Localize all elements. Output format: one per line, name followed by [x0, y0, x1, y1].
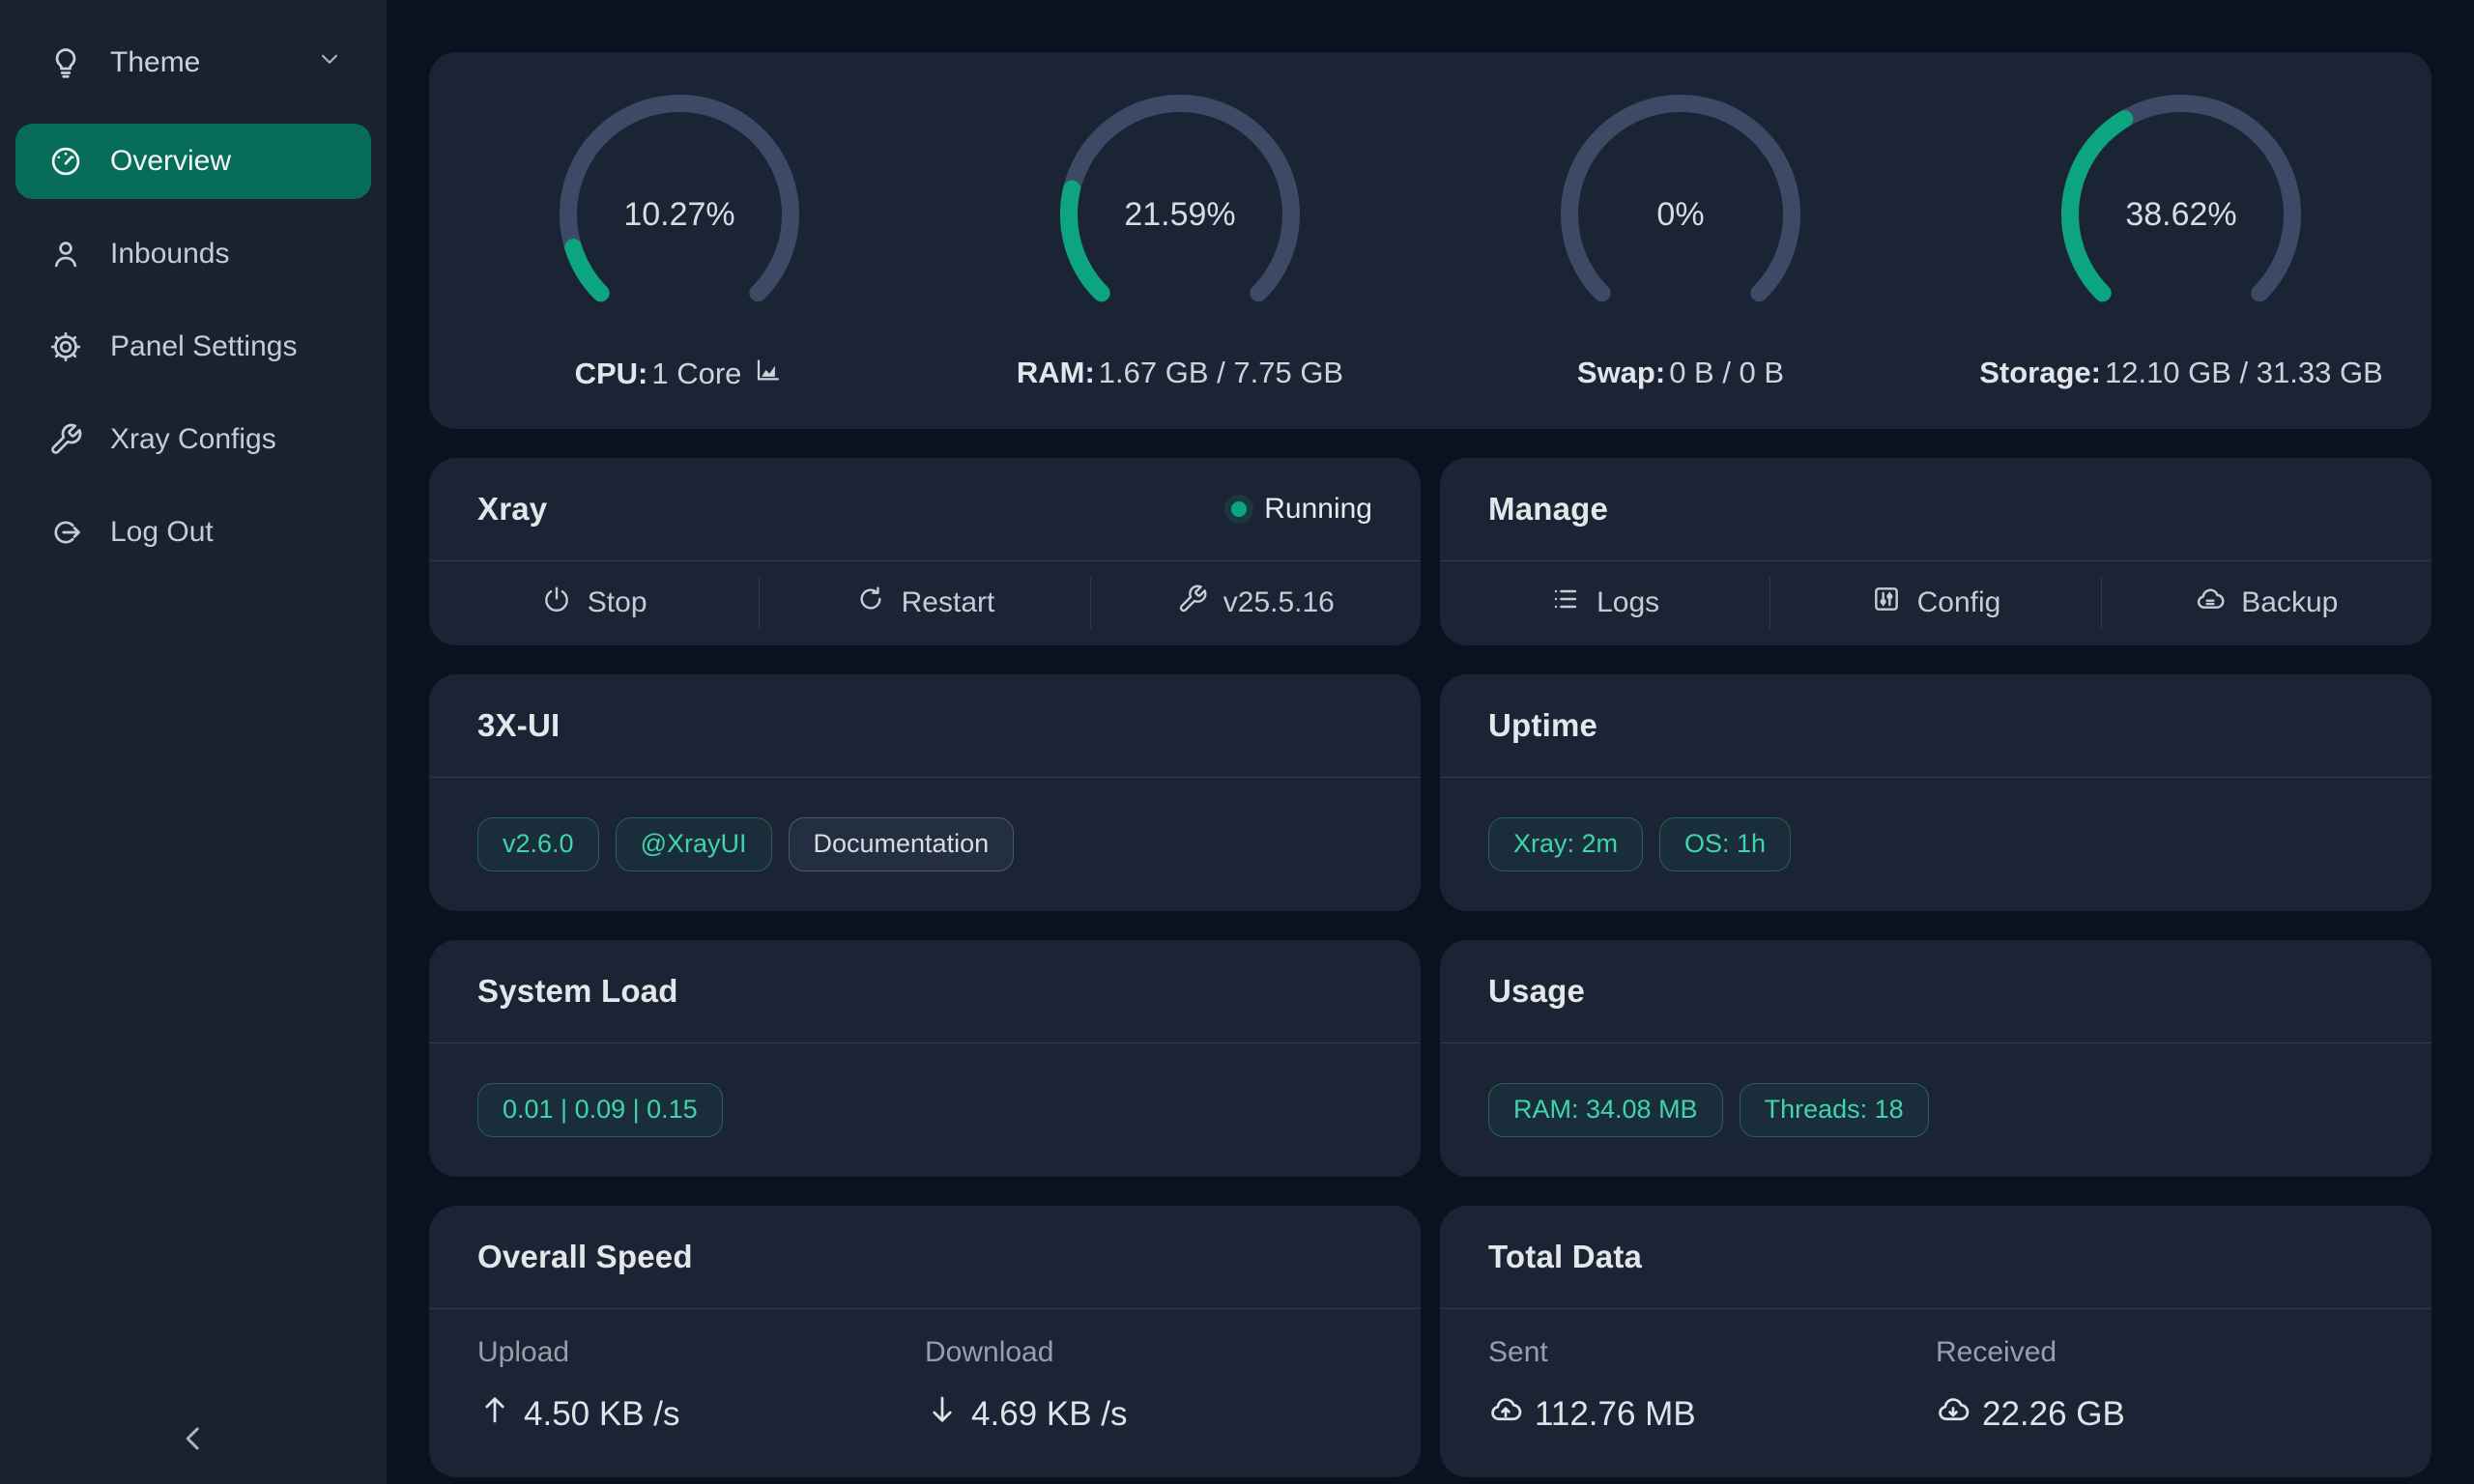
uptime-card: Uptime Xray: 2m OS: 1h [1440, 674, 2431, 911]
action-separator [1089, 577, 1091, 629]
gauge-label: Swap: 0 B / 0 B [1576, 356, 1785, 389]
power-icon [544, 586, 568, 612]
gauge-ram: 21.59% RAM: 1.67 GB / 7.75 GB [930, 52, 1430, 429]
xray-card: Xray Running Stop Restart v25.5.16 [429, 458, 1421, 645]
cloud-server-icon [2198, 588, 2225, 609]
sidebar-item-panel-settings[interactable]: Panel Settings [15, 309, 371, 385]
gauge-percent: 0% [1656, 195, 1705, 233]
sidebar-item-inbounds[interactable]: Inbounds [15, 216, 371, 292]
sidebar-item-overview[interactable]: Overview [15, 124, 371, 199]
gauge-ring: 38.62% [2056, 89, 2307, 340]
wrench-icon [51, 423, 82, 454]
sidebar-item-label: Panel Settings [110, 330, 298, 362]
sidebar: Theme Overview Inbounds Panel Settings X… [0, 0, 387, 1484]
action-separator [1769, 577, 1771, 629]
system-load-card: System Load 0.01 | 0.09 | 0.15 [429, 940, 1421, 1177]
gauge-label: Storage: 12.10 GB / 31.33 GB [1979, 356, 2383, 389]
manage-card-title: Manage [1488, 491, 1609, 527]
theme-label: Theme [110, 46, 201, 78]
gauge-swap: 0% Swap: 0 B / 0 B [1430, 52, 1931, 429]
xui-tag-v2-6-0[interactable]: v2.6.0 [477, 816, 599, 871]
manage-card: Manage Logs Config Backup [1440, 458, 2431, 645]
sidebar-item-logout[interactable]: Log Out [15, 495, 371, 570]
user-icon [54, 242, 77, 268]
xui-tag--xrayui[interactable]: @XrayUI [615, 816, 772, 871]
gauge-storage: 38.62% Storage: 12.10 GB / 31.33 GB [1931, 52, 2431, 429]
overall_speed-stat-upload: Upload 4.50 KB /s [477, 1336, 680, 1433]
chevron-left-icon [174, 1419, 213, 1463]
xray-status-text: Running [1264, 493, 1372, 525]
running-status-dot [1231, 501, 1248, 517]
system-gauges-card: 10.27% CPU: 1 Core 21.59% RAM: 1.67 GB / 7… [429, 52, 2431, 429]
sidebar-item-label: Xray Configs [110, 423, 276, 455]
manage-action-config[interactable]: Config [1770, 584, 2100, 622]
xray-action-v25-5-16[interactable]: v25.5.16 [1091, 584, 1421, 622]
gauge-ring: 0% [1555, 89, 1806, 340]
gauge-ring: 10.27% [554, 89, 805, 340]
logout-icon [54, 521, 80, 544]
sidebar-nav: Overview Inbounds Panel Settings Xray Co… [0, 124, 387, 570]
chevron-down-icon [315, 44, 344, 81]
usage-card: Usage RAM: 34.08 MB Threads: 18 [1440, 940, 2431, 1177]
xray-card-title: Xray [477, 491, 548, 527]
gear-icon [50, 331, 81, 362]
gauge-label: CPU: 1 Core [575, 356, 785, 392]
usage-card-title: Usage [1488, 973, 1586, 1009]
gauge-label: RAM: 1.67 GB / 7.75 GB [1016, 356, 1344, 389]
theme-selector[interactable]: Theme [25, 29, 361, 97]
sidebar-item-xray-configs[interactable]: Xray Configs [15, 402, 371, 477]
total_data-stat-sent: Sent 112.76 MB [1488, 1336, 1696, 1433]
total_data-stat-received: Received 22.26 GB [1936, 1336, 2125, 1433]
chevron-down-icon [322, 54, 337, 64]
manage-action-backup[interactable]: Backup [2102, 584, 2431, 622]
cloud-up-icon [1491, 1398, 1522, 1421]
overall-speed-card: Overall Speed Upload 4.50 KB /s Download… [429, 1206, 1421, 1477]
cloud-down-icon [1939, 1398, 1970, 1421]
arrow-up-icon [485, 1397, 504, 1423]
sidebar-collapse-button[interactable] [174, 1419, 213, 1463]
overall_speed-stat-download: Download 4.69 KB /s [925, 1336, 1128, 1433]
xray-action-restart[interactable]: Restart [760, 584, 1089, 622]
arrow-down-icon [933, 1396, 952, 1422]
system-load-card-title: System Load [477, 973, 678, 1009]
action-separator [759, 577, 761, 629]
total-data-card-title: Total Data [1488, 1239, 1643, 1274]
xray-action-stop[interactable]: Stop [429, 584, 759, 622]
usage-tag-ram-34-08-mb: RAM: 34.08 MB [1488, 1082, 1723, 1137]
bulb-icon [55, 48, 76, 78]
xui-card: 3X-UI v2.6.0 @XrayUI Documentation [429, 674, 1421, 911]
gauge-percent: 10.27% [623, 195, 735, 233]
restart-icon [860, 586, 881, 610]
uptime-tag-xray-2m: Xray: 2m [1488, 816, 1644, 871]
action-separator [2100, 577, 2102, 629]
wrench-icon [1179, 585, 1207, 613]
uptime-card-title: Uptime [1488, 707, 1598, 743]
chart-area-icon [758, 359, 780, 381]
sliders-icon [1874, 587, 1898, 611]
manage-action-logs[interactable]: Logs [1440, 584, 1769, 622]
system_load-tag-0-01-0-09-0-15: 0.01 | 0.09 | 0.15 [477, 1082, 723, 1137]
total-data-card: Total Data Sent 112.76 MB Received 22.26… [1440, 1206, 2431, 1477]
xui-tag-documentation[interactable]: Documentation [788, 816, 1015, 871]
list-icon [1554, 589, 1577, 609]
gauge-ring: 21.59% [1054, 89, 1306, 340]
gauge-percent: 21.59% [1124, 195, 1236, 233]
xui-card-title: 3X-UI [477, 707, 561, 743]
bulb-icon [48, 45, 83, 80]
gauge-percent: 38.62% [2125, 195, 2237, 233]
gauge-icon [51, 147, 80, 176]
xray-status-badge: Running [1231, 493, 1372, 526]
sidebar-item-label: Overview [110, 145, 232, 177]
sidebar-item-label: Inbounds [110, 238, 230, 270]
gauge-cpu: 10.27% CPU: 1 Core [429, 52, 930, 429]
uptime-tag-os-1h: OS: 1h [1659, 816, 1792, 871]
main-content: 10.27% CPU: 1 Core 21.59% RAM: 1.67 GB / 7… [387, 0, 2474, 1484]
overall-speed-card-title: Overall Speed [477, 1239, 693, 1274]
sidebar-item-label: Log Out [110, 516, 214, 548]
cpu-chart-button[interactable] [753, 356, 784, 392]
usage-tag-threads-18: Threads: 18 [1739, 1082, 1929, 1137]
chevron-left-icon [186, 1427, 199, 1450]
